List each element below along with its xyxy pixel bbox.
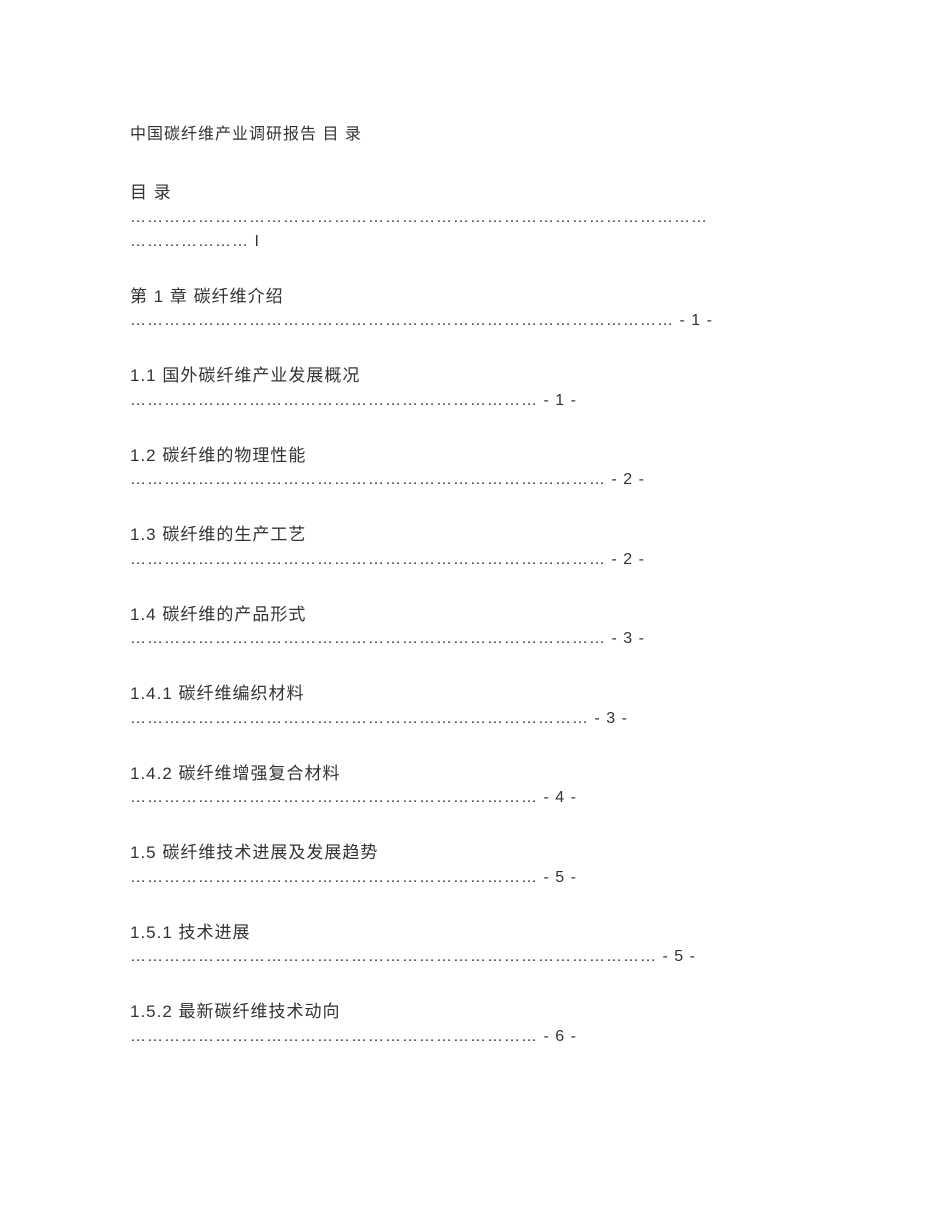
entry-title: 1.5.1 技术进展 (130, 920, 820, 946)
entry-title: 1.5 碳纤维技术进展及发展趋势 (130, 840, 820, 866)
entry-leader: ……………………………………………………………… - 4 - (130, 786, 820, 810)
entry-leader: ………………………………………………………………………………………… ……………… (130, 206, 820, 254)
entry-title: 1.3 碳纤维的生产工艺 (130, 522, 820, 548)
entry-leader: ……………………………………………………………… - 6 - (130, 1025, 820, 1049)
toc-entry: 第 1 章 碳纤维介绍 …………………………………………………………………………… (130, 284, 820, 334)
toc-entry: 1.5.2 最新碳纤维技术动向 ………………………………………………………………… (130, 999, 820, 1049)
entry-title: 1.4 碳纤维的产品形式 (130, 602, 820, 628)
entry-leader: ………………………………………………………………………… - 2 - (130, 548, 820, 572)
entry-leader: …………………………………………………………………………………… - 1 - (130, 309, 820, 333)
toc-entry: 1.5.1 技术进展 ……………………………………………………………………………… (130, 920, 820, 970)
toc-entry: 1.5 碳纤维技术进展及发展趋势 ……………………………………………………………… (130, 840, 820, 890)
entry-title: 1.5.2 最新碳纤维技术动向 (130, 999, 820, 1025)
entry-title: 1.4.1 碳纤维编织材料 (130, 681, 820, 707)
entry-leader: ………………………………………………………………………………… - 5 - (130, 945, 820, 969)
entry-title: 第 1 章 碳纤维介绍 (130, 284, 820, 310)
toc-entry: 1.2 碳纤维的物理性能 ………………………………………………………………………… (130, 443, 820, 493)
entry-leader: ……………………………………………………………………… - 3 - (130, 707, 820, 731)
entry-title: 1.4.2 碳纤维增强复合材料 (130, 761, 820, 787)
entry-leader: ……………………………………………………………… - 1 - (130, 389, 820, 413)
toc-entry: 1.4.2 碳纤维增强复合材料 ………………………………………………………………… (130, 761, 820, 811)
entry-title: 1.1 国外碳纤维产业发展概况 (130, 363, 820, 389)
entry-leader: ……………………………………………………………… - 5 - (130, 866, 820, 890)
entry-leader: ………………………………………………………………………… - 3 - (130, 627, 820, 651)
entry-leader: ………………………………………………………………………… - 2 - (130, 468, 820, 492)
document-header: 中国碳纤维产业调研报告 目 录 (130, 120, 820, 144)
entry-title: 1.2 碳纤维的物理性能 (130, 443, 820, 469)
toc-entry: 1.4.1 碳纤维编织材料 ……………………………………………………………………… (130, 681, 820, 731)
entry-title: 目 录 (130, 180, 820, 206)
toc-entry: 目 录 ………………………………………………………………………………………… …… (130, 180, 820, 254)
toc-entry: 1.4 碳纤维的产品形式 ………………………………………………………………………… (130, 602, 820, 652)
toc-entry: 1.3 碳纤维的生产工艺 ………………………………………………………………………… (130, 522, 820, 572)
toc-entry: 1.1 国外碳纤维产业发展概况 ………………………………………………………………… (130, 363, 820, 413)
